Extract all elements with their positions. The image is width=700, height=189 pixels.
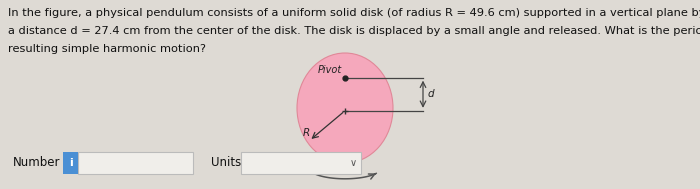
Text: R: R [302, 128, 310, 138]
Bar [63, 152, 78, 174]
Text: ∨: ∨ [349, 158, 356, 168]
Ellipse shape [297, 53, 393, 163]
Text: Number: Number [13, 156, 60, 170]
Text: Units: Units [211, 156, 241, 170]
FancyBboxPatch shape [78, 152, 193, 174]
Text: In the figure, a physical pendulum consists of a uniform solid disk (of radius R: In the figure, a physical pendulum consi… [8, 8, 700, 18]
Text: Pivot: Pivot [318, 65, 342, 75]
Text: resulting simple harmonic motion?: resulting simple harmonic motion? [8, 44, 206, 54]
Text: a distance d = 27.4 cm from the center of the disk. The disk is displaced by a s: a distance d = 27.4 cm from the center o… [8, 26, 700, 36]
Text: d: d [428, 89, 435, 99]
Text: i: i [69, 158, 72, 168]
FancyBboxPatch shape [241, 152, 361, 174]
